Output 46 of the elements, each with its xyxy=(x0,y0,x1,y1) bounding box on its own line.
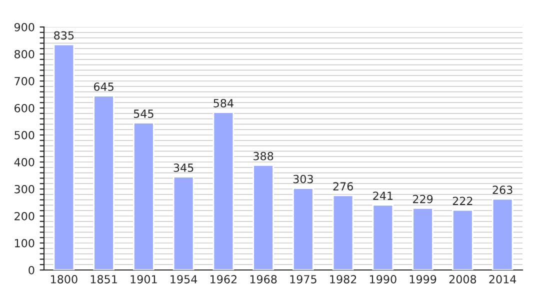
y-tick-label: 400 xyxy=(14,158,34,166)
y-tick-label: 800 xyxy=(14,50,34,58)
y-tick-label: 300 xyxy=(14,184,34,194)
bar xyxy=(212,112,234,270)
y-tick-label: 700 xyxy=(14,76,34,86)
x-tick-label: 1990 xyxy=(370,275,396,284)
data-label: 545 xyxy=(134,110,154,118)
data-label: 345 xyxy=(174,164,194,172)
data-label: 584 xyxy=(214,98,234,108)
y-tick-label: 100 xyxy=(14,238,34,248)
bar xyxy=(292,187,314,270)
data-label: 229 xyxy=(413,194,433,204)
data-label: 241 xyxy=(373,192,393,200)
x-tick-label: 1975 xyxy=(290,275,316,284)
x-tick-label: 1962 xyxy=(210,275,236,284)
y-tick-label: 0 xyxy=(28,266,34,274)
data-label: 276 xyxy=(333,182,353,191)
x-tick-label: 1968 xyxy=(250,275,277,284)
y-tick-label: 500 xyxy=(14,130,34,140)
x-tick-label: 1901 xyxy=(130,275,157,284)
bar xyxy=(332,194,354,270)
bar xyxy=(492,198,514,270)
x-tick-label: 1999 xyxy=(410,275,436,284)
data-label: 222 xyxy=(452,196,472,205)
bar xyxy=(372,204,394,270)
data-label: 263 xyxy=(492,186,512,194)
x-tick-label: 1851 xyxy=(90,275,117,284)
bar xyxy=(53,44,75,270)
bar xyxy=(93,95,114,270)
bar xyxy=(133,122,154,270)
data-label: 388 xyxy=(254,152,274,160)
bar xyxy=(252,164,274,270)
y-tick-label: 200 xyxy=(14,212,34,220)
x-tick-label: 1954 xyxy=(170,275,198,284)
x-tick-label: 2014 xyxy=(489,275,516,284)
data-label: 645 xyxy=(94,82,114,91)
bar xyxy=(172,176,194,270)
data-label: 835 xyxy=(54,31,74,40)
x-tick-label: 2008 xyxy=(449,275,476,284)
y-tick-label: 900 xyxy=(14,22,34,32)
x-tick-label: 1982 xyxy=(330,275,356,284)
bar xyxy=(412,207,434,270)
data-label: 303 xyxy=(293,174,313,184)
x-tick-label: 1800 xyxy=(51,275,78,284)
y-tick-label: 600 xyxy=(14,104,34,112)
bar xyxy=(452,209,474,270)
